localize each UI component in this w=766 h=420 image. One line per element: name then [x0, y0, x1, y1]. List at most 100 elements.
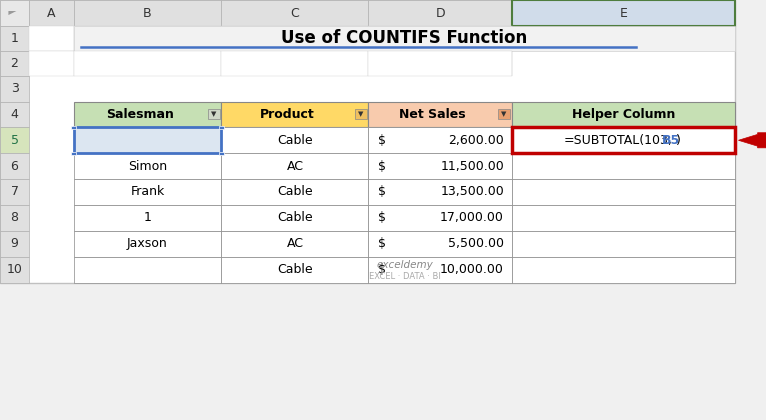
- Text: 8: 8: [11, 211, 18, 224]
- Text: D: D: [435, 7, 445, 19]
- Bar: [74, 153, 221, 179]
- Bar: [0, 51, 29, 76]
- Bar: [74, 102, 221, 127]
- Bar: [221, 205, 368, 231]
- Bar: [74, 127, 221, 153]
- Bar: [74, 205, 221, 231]
- Bar: [221, 153, 368, 179]
- Bar: [0, 26, 29, 51]
- Bar: [512, 179, 735, 205]
- Text: Use of COUNTIFS Function: Use of COUNTIFS Function: [281, 29, 528, 47]
- Polygon shape: [738, 133, 766, 148]
- Bar: [74, 0, 221, 26]
- Bar: [29, 0, 74, 26]
- Text: $: $: [378, 263, 385, 276]
- Bar: [221, 51, 368, 76]
- Bar: [221, 0, 368, 26]
- Text: $: $: [378, 186, 385, 198]
- Text: A: A: [47, 7, 56, 19]
- Text: 1: 1: [143, 211, 152, 224]
- Bar: [0, 0, 735, 283]
- Bar: [0, 102, 29, 127]
- Bar: [368, 51, 512, 76]
- Text: 17,000.00: 17,000.00: [440, 211, 504, 224]
- Bar: [368, 179, 512, 205]
- Bar: [368, 153, 512, 179]
- Bar: [208, 109, 220, 119]
- Text: 6: 6: [11, 160, 18, 173]
- Text: ▼: ▼: [358, 111, 364, 118]
- Text: Cable: Cable: [277, 263, 313, 276]
- Bar: [74, 127, 221, 153]
- Text: E: E: [620, 7, 627, 19]
- Text: $: $: [378, 160, 385, 173]
- Text: 9: 9: [11, 237, 18, 250]
- Bar: [71, 152, 77, 155]
- Bar: [0, 127, 29, 153]
- Bar: [512, 127, 735, 153]
- Bar: [512, 127, 735, 153]
- Bar: [221, 257, 368, 283]
- Bar: [0, 205, 29, 231]
- Bar: [368, 0, 512, 26]
- Bar: [0, 257, 29, 283]
- Text: Simon: Simon: [128, 160, 167, 173]
- Text: Cable: Cable: [277, 134, 313, 147]
- Text: EXCEL · DATA · BI: EXCEL · DATA · BI: [368, 272, 440, 281]
- Bar: [368, 26, 512, 51]
- Bar: [0, 231, 29, 257]
- Text: Wilham: Wilham: [124, 134, 171, 147]
- Bar: [219, 152, 224, 155]
- Bar: [368, 127, 512, 153]
- Bar: [512, 205, 735, 231]
- Bar: [29, 26, 74, 51]
- Text: Cable: Cable: [277, 186, 313, 198]
- Bar: [368, 205, 512, 231]
- Bar: [221, 102, 368, 127]
- Bar: [29, 51, 74, 76]
- Text: B: B: [143, 7, 152, 19]
- Text: 1: 1: [11, 32, 18, 45]
- Bar: [74, 26, 735, 51]
- Text: Salesman: Salesman: [106, 108, 174, 121]
- Text: AC: AC: [286, 237, 303, 250]
- Text: 4: 4: [11, 108, 18, 121]
- Bar: [0, 179, 29, 205]
- Bar: [221, 179, 368, 205]
- Bar: [368, 102, 512, 127]
- Bar: [74, 51, 221, 76]
- Text: Jaxson: Jaxson: [127, 237, 168, 250]
- Text: 5,500.00: 5,500.00: [448, 237, 504, 250]
- Text: 13,500.00: 13,500.00: [440, 186, 504, 198]
- Bar: [74, 179, 221, 205]
- Text: $: $: [378, 134, 385, 147]
- Bar: [512, 102, 735, 127]
- Text: Product: Product: [260, 108, 315, 121]
- Text: 7: 7: [11, 186, 18, 198]
- Text: 2,600.00: 2,600.00: [448, 134, 504, 147]
- Text: AC: AC: [286, 160, 303, 173]
- Text: =SUBTOTAL(103,: =SUBTOTAL(103,: [564, 134, 673, 147]
- Text: Frank: Frank: [130, 186, 165, 198]
- Bar: [512, 231, 735, 257]
- Bar: [0, 0, 29, 26]
- Text: Helper Column: Helper Column: [572, 108, 675, 121]
- Bar: [512, 257, 735, 283]
- Bar: [221, 231, 368, 257]
- Bar: [71, 126, 77, 129]
- Bar: [74, 231, 221, 257]
- Bar: [219, 126, 224, 129]
- Bar: [512, 153, 735, 179]
- Bar: [0, 153, 29, 179]
- Text: ): ): [676, 134, 681, 147]
- Bar: [221, 26, 368, 51]
- Text: 10,000.00: 10,000.00: [440, 263, 504, 276]
- Bar: [74, 26, 221, 51]
- Text: 5: 5: [11, 134, 18, 147]
- Text: $: $: [378, 237, 385, 250]
- Text: 10: 10: [7, 263, 22, 276]
- Bar: [355, 109, 367, 119]
- Text: $: $: [378, 211, 385, 224]
- Text: 3: 3: [11, 82, 18, 95]
- Bar: [0, 76, 29, 102]
